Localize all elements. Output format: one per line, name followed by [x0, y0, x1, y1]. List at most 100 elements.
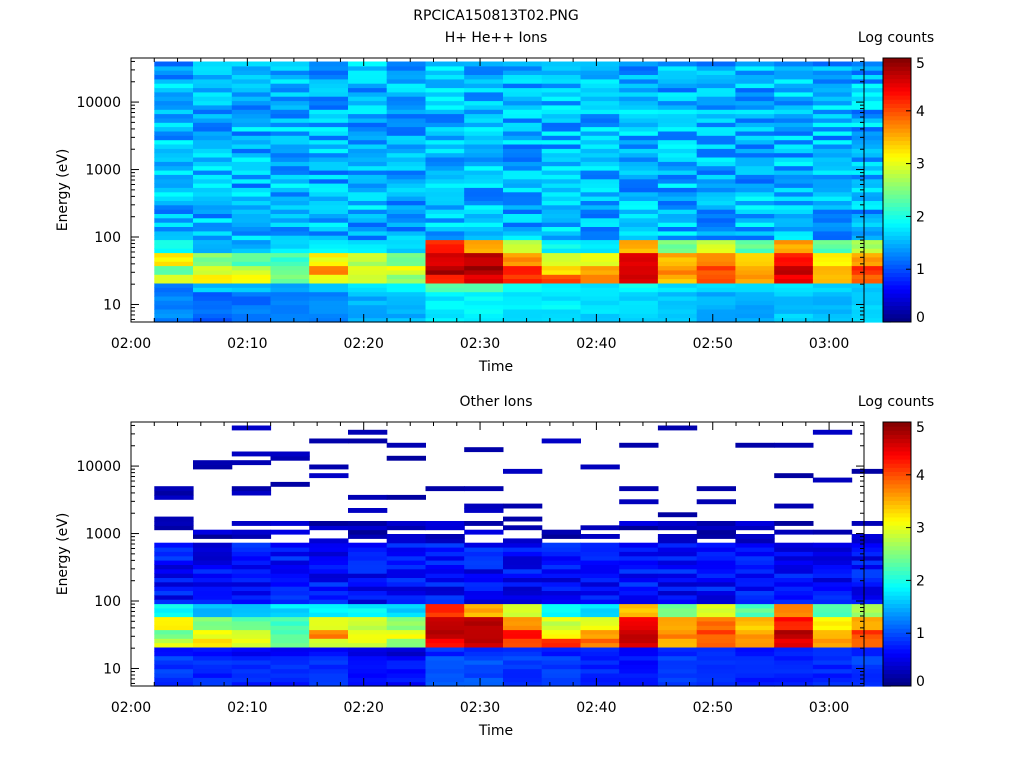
- heatmap-cell: [154, 633, 194, 639]
- heatmap-cell: [425, 96, 465, 102]
- heatmap-cell: [735, 547, 775, 552]
- heatmap-cell: [309, 157, 349, 162]
- heatmap-cell: [270, 152, 310, 158]
- colorbar-swatch: [883, 611, 911, 617]
- heatmap-cell: [696, 196, 736, 201]
- heatmap-cell: [464, 282, 504, 288]
- heatmap-cell: [270, 629, 310, 635]
- heatmap-cell: [851, 196, 891, 201]
- heatmap-cell: [580, 130, 620, 136]
- heatmap-cell: [619, 499, 659, 505]
- colorbar-swatch: [883, 677, 911, 683]
- heatmap-cell: [503, 673, 543, 678]
- heatmap-cell: [580, 170, 620, 175]
- heatmap-cell: [231, 677, 272, 683]
- heatmap-cell: [425, 555, 465, 561]
- heatmap-cell: [231, 139, 272, 145]
- heatmap-cell: [348, 113, 388, 119]
- heatmap-cell: [851, 161, 891, 167]
- heatmap-cell: [541, 655, 581, 661]
- heatmap-cell: [696, 65, 736, 71]
- heatmap-cell: [851, 100, 891, 106]
- heatmap-cell: [464, 200, 504, 206]
- heatmap-cell: [541, 673, 581, 678]
- heatmap-cell: [348, 625, 388, 631]
- heatmap-cell: [386, 309, 426, 314]
- heatmap-cell: [774, 230, 814, 236]
- heatmap-cell: [309, 144, 349, 149]
- heatmap-cell: [619, 625, 659, 631]
- heatmap-cell: [774, 659, 814, 665]
- heatmap-cell: [154, 287, 194, 293]
- heatmap-cell: [812, 304, 853, 310]
- heatmap-cell: [774, 65, 814, 71]
- heatmap-cell: [851, 165, 891, 171]
- colorbar-swatch: [883, 479, 911, 485]
- heatmap-cell: [696, 122, 736, 128]
- heatmap-cell: [309, 577, 349, 583]
- heatmap-cell: [580, 70, 620, 75]
- heatmap-cell: [386, 243, 426, 249]
- heatmap-cell: [696, 200, 736, 206]
- heatmap-cell: [774, 473, 814, 479]
- heatmap-cell: [193, 291, 233, 297]
- heatmap-cell: [541, 269, 581, 275]
- heatmap-cell: [425, 161, 465, 167]
- heatmap-cell: [503, 226, 543, 232]
- top-y-axis-label: Energy (eV): [55, 149, 71, 232]
- heatmap-cell: [774, 256, 814, 262]
- colorbar-swatch: [883, 599, 911, 605]
- heatmap-cell: [851, 265, 891, 271]
- heatmap-cell: [270, 269, 310, 275]
- heatmap-cell: [270, 655, 310, 661]
- heatmap-cell: [193, 607, 233, 613]
- heatmap-cell: [541, 187, 581, 193]
- heatmap-cell: [193, 586, 233, 591]
- heatmap-cell: [503, 87, 543, 93]
- heatmap-cell: [231, 586, 272, 591]
- heatmap-cell: [657, 681, 698, 687]
- heatmap-cell: [386, 222, 426, 227]
- heatmap-cell: [386, 547, 426, 552]
- heatmap-cell: [619, 282, 659, 288]
- heatmap-cell: [386, 577, 426, 583]
- heatmap-cell: [270, 625, 310, 631]
- heatmap-cell: [774, 651, 814, 657]
- heatmap-cell: [503, 300, 543, 306]
- heatmap-cell: [270, 104, 310, 110]
- heatmap-cell: [503, 183, 543, 188]
- heatmap-cell: [231, 200, 272, 206]
- heatmap-cell: [193, 309, 233, 314]
- heatmap-cell: [541, 633, 581, 639]
- heatmap-cell: [231, 222, 272, 227]
- heatmap-cell: [503, 144, 543, 149]
- heatmap-cell: [580, 625, 620, 631]
- heatmap-cell: [348, 309, 388, 314]
- heatmap-cell: [735, 256, 775, 262]
- heatmap-cell: [193, 70, 233, 75]
- colorbar-swatch: [883, 595, 911, 600]
- colorbar-swatch: [883, 148, 911, 154]
- heatmap-cell: [619, 135, 659, 141]
- heatmap-cell: [735, 152, 775, 158]
- heatmap-cell: [657, 521, 698, 526]
- heatmap-cell: [541, 581, 581, 587]
- heatmap-cell: [464, 126, 504, 132]
- heatmap-cell: [309, 594, 349, 600]
- heatmap-cell: [851, 200, 891, 206]
- heatmap-cell: [541, 278, 581, 284]
- heatmap-cell: [193, 269, 233, 275]
- heatmap-cell: [386, 256, 426, 262]
- heatmap-cell: [503, 616, 543, 622]
- heatmap-cell: [425, 538, 465, 544]
- heatmap-cell: [386, 642, 426, 648]
- heatmap-cell: [231, 309, 272, 314]
- heatmap-cell: [851, 109, 891, 115]
- heatmap-cell: [464, 586, 504, 591]
- heatmap-cell: [735, 291, 775, 297]
- heatmap-cell: [774, 235, 814, 241]
- heatmap-cell: [812, 594, 853, 600]
- heatmap-cell: [270, 209, 310, 214]
- heatmap-cell: [348, 161, 388, 167]
- heatmap-cell: [386, 152, 426, 158]
